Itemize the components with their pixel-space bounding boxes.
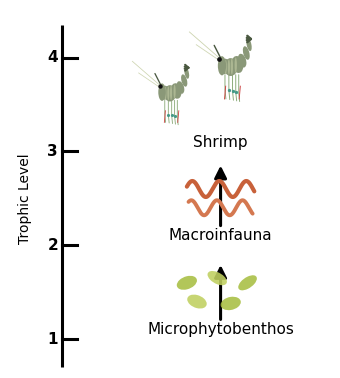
Ellipse shape — [243, 46, 250, 60]
Text: 4: 4 — [47, 50, 58, 65]
Ellipse shape — [164, 85, 176, 101]
Ellipse shape — [235, 57, 237, 73]
Text: Shrimp: Shrimp — [193, 135, 248, 150]
Ellipse shape — [238, 54, 246, 68]
Ellipse shape — [184, 67, 189, 79]
Ellipse shape — [158, 84, 166, 101]
Ellipse shape — [228, 59, 230, 75]
Ellipse shape — [224, 60, 227, 74]
Ellipse shape — [173, 85, 176, 99]
Text: Microphytobenthos: Microphytobenthos — [147, 322, 294, 337]
Ellipse shape — [167, 86, 169, 100]
Ellipse shape — [231, 58, 233, 75]
Text: Macroinfauna: Macroinfauna — [169, 228, 272, 243]
Text: 2: 2 — [47, 238, 58, 253]
Text: 1: 1 — [48, 332, 58, 347]
Ellipse shape — [221, 297, 241, 310]
Ellipse shape — [232, 56, 243, 73]
Ellipse shape — [218, 56, 226, 75]
Ellipse shape — [238, 275, 257, 290]
Text: Trophic Level: Trophic Level — [18, 153, 32, 244]
Ellipse shape — [246, 39, 252, 51]
Text: 3: 3 — [47, 144, 58, 159]
Ellipse shape — [176, 81, 184, 94]
Ellipse shape — [207, 271, 227, 285]
Ellipse shape — [177, 276, 197, 290]
Ellipse shape — [171, 83, 182, 99]
Ellipse shape — [224, 58, 238, 76]
Ellipse shape — [220, 59, 230, 74]
Ellipse shape — [170, 85, 172, 100]
Ellipse shape — [160, 86, 169, 100]
Ellipse shape — [164, 87, 167, 100]
Ellipse shape — [181, 74, 187, 87]
Ellipse shape — [187, 294, 207, 308]
